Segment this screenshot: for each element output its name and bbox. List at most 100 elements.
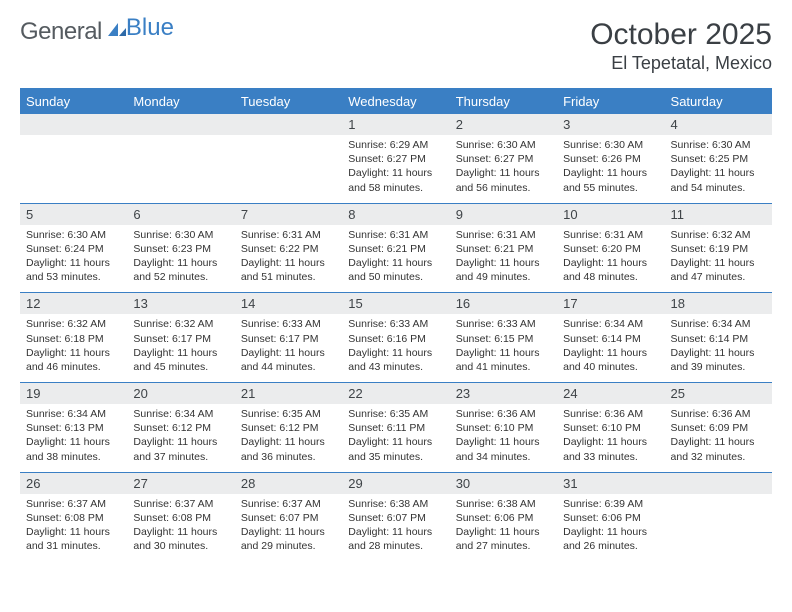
sunset-line: Sunset: 6:17 PM <box>241 332 336 346</box>
sunrise-line: Sunrise: 6:36 AM <box>456 407 551 421</box>
day-number-cell <box>665 472 772 494</box>
daylight-line: Daylight: 11 hours and 35 minutes. <box>348 435 443 463</box>
daylight-line: Daylight: 11 hours and 38 minutes. <box>26 435 121 463</box>
day-number-cell: 9 <box>450 203 557 225</box>
day-detail-cell: Sunrise: 6:34 AMSunset: 6:14 PMDaylight:… <box>557 314 664 382</box>
day-detail-cell: Sunrise: 6:34 AMSunset: 6:12 PMDaylight:… <box>127 404 234 472</box>
week-detail-row: Sunrise: 6:37 AMSunset: 6:08 PMDaylight:… <box>20 494 772 562</box>
daylight-line: Daylight: 11 hours and 47 minutes. <box>671 256 766 284</box>
sunrise-line: Sunrise: 6:36 AM <box>563 407 658 421</box>
sunrise-line: Sunrise: 6:33 AM <box>241 317 336 331</box>
week-daynum-row: 1234 <box>20 114 772 136</box>
day-detail-cell: Sunrise: 6:32 AMSunset: 6:19 PMDaylight:… <box>665 225 772 293</box>
day-detail-cell: Sunrise: 6:35 AMSunset: 6:12 PMDaylight:… <box>235 404 342 472</box>
day-detail-cell: Sunrise: 6:31 AMSunset: 6:20 PMDaylight:… <box>557 225 664 293</box>
sunset-line: Sunset: 6:12 PM <box>133 421 228 435</box>
sunset-line: Sunset: 6:10 PM <box>563 421 658 435</box>
daylight-line: Daylight: 11 hours and 40 minutes. <box>563 346 658 374</box>
sunset-line: Sunset: 6:09 PM <box>671 421 766 435</box>
sunset-line: Sunset: 6:27 PM <box>348 152 443 166</box>
title-block: October 2025 El Tepetatal, Mexico <box>590 18 772 74</box>
sunset-line: Sunset: 6:08 PM <box>26 511 121 525</box>
daylight-line: Daylight: 11 hours and 32 minutes. <box>671 435 766 463</box>
day-number-cell: 29 <box>342 472 449 494</box>
day-number-cell: 27 <box>127 472 234 494</box>
day-detail-cell <box>20 135 127 203</box>
sunset-line: Sunset: 6:16 PM <box>348 332 443 346</box>
day-number-cell: 23 <box>450 383 557 405</box>
sunset-line: Sunset: 6:21 PM <box>456 242 551 256</box>
week-daynum-row: 567891011 <box>20 203 772 225</box>
sunset-line: Sunset: 6:07 PM <box>241 511 336 525</box>
sunrise-line: Sunrise: 6:31 AM <box>563 228 658 242</box>
sunset-line: Sunset: 6:12 PM <box>241 421 336 435</box>
calendar-page: General Blue October 2025 El Tepetatal, … <box>0 0 792 579</box>
sunrise-line: Sunrise: 6:38 AM <box>348 497 443 511</box>
day-number-cell: 26 <box>20 472 127 494</box>
daylight-line: Daylight: 11 hours and 44 minutes. <box>241 346 336 374</box>
week-detail-row: Sunrise: 6:32 AMSunset: 6:18 PMDaylight:… <box>20 314 772 382</box>
location: El Tepetatal, Mexico <box>590 53 772 74</box>
day-number-cell: 5 <box>20 203 127 225</box>
day-detail-cell: Sunrise: 6:36 AMSunset: 6:10 PMDaylight:… <box>557 404 664 472</box>
sunset-line: Sunset: 6:06 PM <box>563 511 658 525</box>
sunset-line: Sunset: 6:14 PM <box>671 332 766 346</box>
day-detail-cell: Sunrise: 6:33 AMSunset: 6:15 PMDaylight:… <box>450 314 557 382</box>
day-number-cell: 14 <box>235 293 342 315</box>
day-detail-cell: Sunrise: 6:30 AMSunset: 6:24 PMDaylight:… <box>20 225 127 293</box>
sunset-line: Sunset: 6:15 PM <box>456 332 551 346</box>
sunrise-line: Sunrise: 6:38 AM <box>456 497 551 511</box>
day-detail-cell: Sunrise: 6:38 AMSunset: 6:06 PMDaylight:… <box>450 494 557 562</box>
sunset-line: Sunset: 6:27 PM <box>456 152 551 166</box>
day-number-cell: 1 <box>342 114 449 136</box>
day-detail-cell: Sunrise: 6:37 AMSunset: 6:08 PMDaylight:… <box>20 494 127 562</box>
sunrise-line: Sunrise: 6:37 AM <box>133 497 228 511</box>
daylight-line: Daylight: 11 hours and 31 minutes. <box>26 525 121 553</box>
header: General Blue October 2025 El Tepetatal, … <box>20 18 772 74</box>
sunrise-line: Sunrise: 6:32 AM <box>671 228 766 242</box>
day-number-cell: 6 <box>127 203 234 225</box>
daylight-line: Daylight: 11 hours and 33 minutes. <box>563 435 658 463</box>
sunrise-line: Sunrise: 6:30 AM <box>133 228 228 242</box>
day-detail-cell: Sunrise: 6:30 AMSunset: 6:26 PMDaylight:… <box>557 135 664 203</box>
day-header: Sunday <box>20 90 127 114</box>
day-number-cell: 20 <box>127 383 234 405</box>
daylight-line: Daylight: 11 hours and 29 minutes. <box>241 525 336 553</box>
day-number-cell: 3 <box>557 114 664 136</box>
daylight-line: Daylight: 11 hours and 56 minutes. <box>456 166 551 194</box>
sunrise-line: Sunrise: 6:34 AM <box>671 317 766 331</box>
day-number-cell <box>235 114 342 136</box>
day-header: Thursday <box>450 90 557 114</box>
sunset-line: Sunset: 6:17 PM <box>133 332 228 346</box>
day-detail-cell: Sunrise: 6:33 AMSunset: 6:16 PMDaylight:… <box>342 314 449 382</box>
day-detail-cell: Sunrise: 6:32 AMSunset: 6:18 PMDaylight:… <box>20 314 127 382</box>
day-number-cell: 16 <box>450 293 557 315</box>
day-detail-cell <box>235 135 342 203</box>
day-detail-cell: Sunrise: 6:37 AMSunset: 6:08 PMDaylight:… <box>127 494 234 562</box>
day-detail-cell: Sunrise: 6:34 AMSunset: 6:13 PMDaylight:… <box>20 404 127 472</box>
day-number-cell: 13 <box>127 293 234 315</box>
sunset-line: Sunset: 6:08 PM <box>133 511 228 525</box>
week-detail-row: Sunrise: 6:30 AMSunset: 6:24 PMDaylight:… <box>20 225 772 293</box>
calendar-body: 1234Sunrise: 6:29 AMSunset: 6:27 PMDayli… <box>20 114 772 562</box>
week-daynum-row: 19202122232425 <box>20 383 772 405</box>
daylight-line: Daylight: 11 hours and 50 minutes. <box>348 256 443 284</box>
daylight-line: Daylight: 11 hours and 30 minutes. <box>133 525 228 553</box>
daylight-line: Daylight: 11 hours and 37 minutes. <box>133 435 228 463</box>
day-detail-cell: Sunrise: 6:37 AMSunset: 6:07 PMDaylight:… <box>235 494 342 562</box>
day-detail-cell: Sunrise: 6:38 AMSunset: 6:07 PMDaylight:… <box>342 494 449 562</box>
daylight-line: Daylight: 11 hours and 55 minutes. <box>563 166 658 194</box>
sunrise-line: Sunrise: 6:32 AM <box>26 317 121 331</box>
daylight-line: Daylight: 11 hours and 48 minutes. <box>563 256 658 284</box>
sunrise-line: Sunrise: 6:31 AM <box>241 228 336 242</box>
brand-logo: General Blue <box>20 18 180 46</box>
sunset-line: Sunset: 6:11 PM <box>348 421 443 435</box>
day-detail-cell: Sunrise: 6:31 AMSunset: 6:21 PMDaylight:… <box>342 225 449 293</box>
day-number-cell <box>20 114 127 136</box>
brand-part1: General <box>20 18 102 46</box>
daylight-line: Daylight: 11 hours and 26 minutes. <box>563 525 658 553</box>
brand-part2: Blue <box>126 14 174 42</box>
daylight-line: Daylight: 11 hours and 51 minutes. <box>241 256 336 284</box>
sunrise-line: Sunrise: 6:35 AM <box>241 407 336 421</box>
day-number-cell: 25 <box>665 383 772 405</box>
